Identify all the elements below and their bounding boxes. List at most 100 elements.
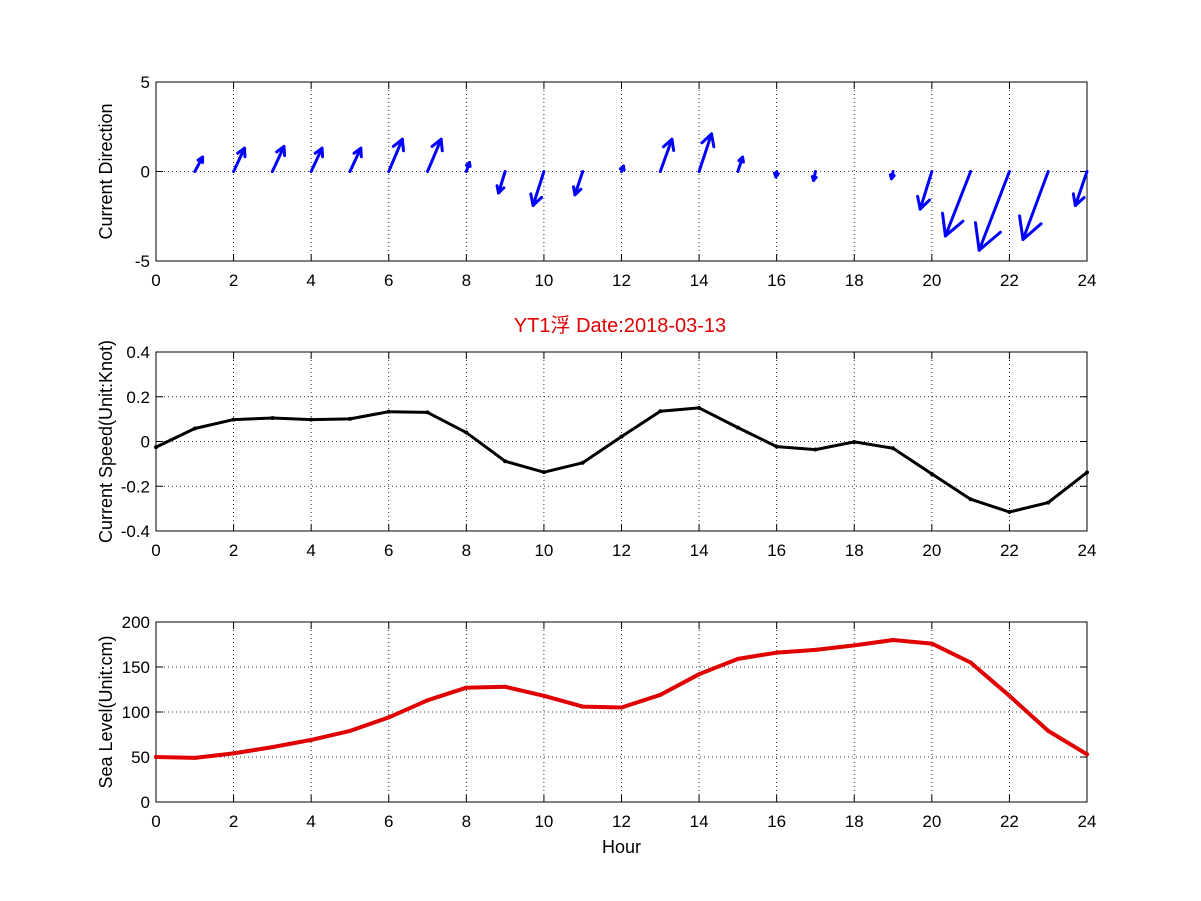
direction-vector (697, 132, 716, 173)
sea-level-data-point (541, 693, 546, 698)
vector-head (888, 173, 893, 181)
x-tick-label: 8 (462, 271, 471, 290)
y-tick-label: 50 (131, 748, 150, 767)
direction-vector (270, 144, 287, 173)
vector-head (810, 175, 816, 182)
x-tick-label: 2 (229, 541, 238, 560)
vector-head (359, 146, 363, 159)
sea-level-data-point (464, 685, 469, 690)
x-tick-label: 14 (690, 541, 709, 560)
vector-head (741, 155, 745, 164)
x-tick-label: 24 (1078, 271, 1097, 290)
vector-shaft (387, 137, 404, 173)
direction-vector (193, 155, 205, 173)
sea-level-data-point (1046, 728, 1051, 733)
vector-head (943, 219, 965, 238)
direction-vector (387, 137, 405, 173)
vector-shaft (918, 170, 934, 211)
y-tick-label: 100 (122, 703, 150, 722)
y-tick-label: 0 (141, 433, 150, 452)
y-tick-label: 0 (141, 163, 150, 182)
direction-vector (464, 161, 472, 173)
sea-level-data-point (192, 755, 197, 760)
vector-shaft (1021, 170, 1050, 242)
direction-vector (888, 170, 896, 181)
y-axis-label: Current Speed(Unit:Knot) (96, 340, 116, 543)
x-tick-label: 2 (229, 812, 238, 831)
speed-data-point (1085, 470, 1089, 475)
speed-data-point (774, 444, 779, 449)
vector-shaft (977, 170, 1011, 252)
current-speed-panel: 0 2 4 6 8 10 12 14 16 18 20 22 24-0.4-0.200.20.4Curr… (96, 340, 1096, 560)
direction-vector (916, 170, 934, 211)
vector-head (772, 171, 778, 179)
x-tick-label: 14 (690, 812, 709, 831)
speed-data-point (1046, 500, 1051, 505)
vector-shaft (309, 146, 324, 173)
vector-head (531, 195, 544, 208)
y-tick-label: -0.2 (121, 477, 150, 496)
vector-shaft (697, 132, 713, 173)
vector-head (916, 194, 922, 211)
vector-head (670, 137, 676, 152)
x-tick-label: 20 (922, 812, 941, 831)
direction-vector (1018, 170, 1050, 242)
x-axis-label: Hour (602, 837, 641, 857)
x-tick-label: 12 (612, 541, 631, 560)
x-tick-label: 18 (845, 812, 864, 831)
sea-level-data-point (386, 715, 391, 720)
sea-level-data-point (1007, 693, 1012, 698)
x-tick-label: 4 (306, 812, 315, 831)
sea-level-data-point (658, 692, 663, 697)
y-tick-label: -5 (135, 252, 150, 271)
vector-shaft (943, 170, 973, 238)
sea-level-data-point (735, 656, 740, 661)
speed-data-point (580, 460, 585, 465)
speed-data-point (541, 470, 546, 475)
x-tick-label: 2 (229, 271, 238, 290)
speed-data-point (852, 439, 857, 444)
x-tick-label: 4 (306, 541, 315, 560)
x-tick-label: 10 (534, 541, 553, 560)
x-tick-label: 16 (767, 271, 786, 290)
vector-head (1073, 196, 1086, 208)
speed-data-point (891, 446, 896, 451)
sea-level-data-point (1085, 752, 1089, 757)
sea-level-data-point (580, 704, 585, 709)
vector-shaft (497, 170, 507, 195)
speed-data-point (347, 416, 352, 421)
speed-data-point (813, 447, 818, 452)
x-tick-label: 18 (845, 271, 864, 290)
y-tick-label: 5 (141, 73, 150, 92)
vector-head (391, 137, 404, 148)
speed-data-point (464, 430, 469, 435)
speed-data-point (619, 434, 624, 439)
direction-vector (309, 146, 325, 173)
sea-level-data-point (270, 745, 275, 750)
speed-data-point (231, 417, 236, 422)
x-tick-label: 0 (151, 812, 160, 831)
vector-head (977, 230, 1002, 252)
y-tick-label: 0.2 (126, 388, 150, 407)
direction-vector (973, 170, 1011, 252)
vector-head (495, 184, 501, 195)
speed-data-point (968, 497, 973, 502)
x-tick-label: 24 (1078, 541, 1097, 560)
sea-level-data-point (697, 672, 702, 677)
y-axis-label: Sea Level(Unit:cm) (96, 635, 116, 788)
x-tick-label: 20 (922, 271, 941, 290)
y-tick-label: -0.4 (121, 522, 150, 541)
speed-data-point (503, 459, 508, 464)
x-tick-label: 0 (151, 541, 160, 560)
x-tick-label: 16 (767, 541, 786, 560)
sea-level-data-point (891, 638, 896, 642)
sea-level-data-point (852, 643, 857, 648)
sea-level-data-point (619, 705, 624, 710)
vector-head (709, 132, 716, 149)
speed-data-point (929, 471, 934, 476)
x-tick-label: 8 (462, 541, 471, 560)
vector-head (918, 198, 932, 211)
vector-head (1071, 192, 1077, 208)
